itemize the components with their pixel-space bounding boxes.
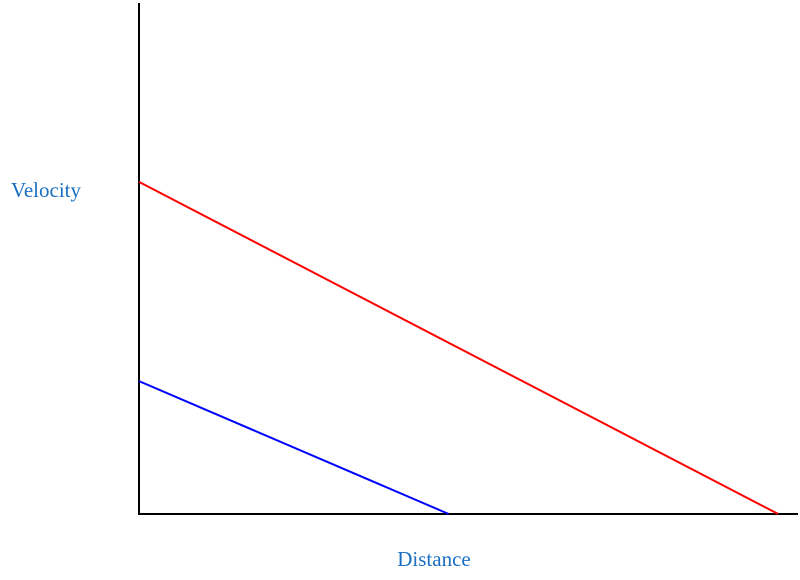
data-line (138, 380, 450, 515)
x-axis-label: Distance (397, 547, 470, 571)
y-axis-label: Velocity (11, 178, 81, 202)
data-line (138, 180, 779, 515)
